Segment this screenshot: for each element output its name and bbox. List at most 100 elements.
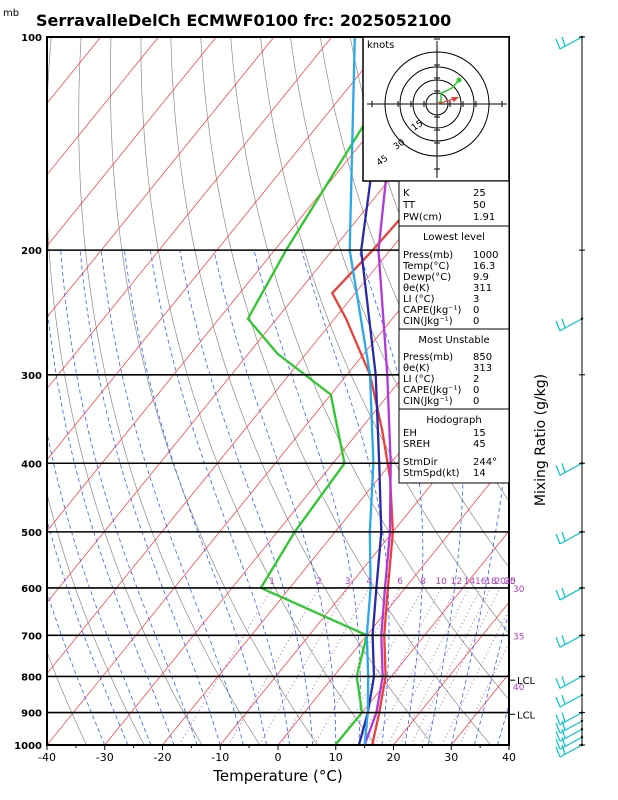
temperature-tick-label: -40 [38, 751, 56, 764]
wind-barb-flag [555, 678, 561, 689]
wind-barb-flag [561, 587, 566, 598]
index-tables: K 25 TT 50 PW(cm) 1.91 Lowest level Pres… [398, 180, 510, 484]
hodograph-rows: EH 15 SREH 45 StmDir 244° StmSpd(kt) 14 [403, 428, 497, 479]
pressure-tick-label: 300 [21, 371, 42, 382]
hodograph-table-title: Hodograph [426, 415, 481, 426]
wind-barb [559, 744, 583, 758]
wind-barb-flag [555, 533, 561, 545]
hodograph-trace [436, 79, 460, 105]
dry-adiabat [47, 37, 203, 745]
wind-barb [559, 634, 583, 648]
wind-barb [559, 728, 583, 742]
plot-area [0, 5, 509, 760]
temperature-tick-label: -30 [96, 751, 114, 764]
barb-dot [580, 728, 584, 731]
lcl-markers: LCL LCL [509, 676, 536, 721]
isotherm [0, 5, 11, 760]
table-row-label: CAPE(Jkg⁻¹) [403, 305, 461, 316]
moist-adiabat [213, 250, 337, 745]
table-row-label: LI (°C) [403, 294, 435, 305]
k-value: 25 [473, 188, 486, 199]
table-row-value: 0 [473, 396, 479, 407]
table-row-label: StmDir [403, 457, 438, 468]
table-row-value: 15 [473, 428, 486, 439]
isotherms [0, 5, 509, 760]
mixing-ratio-line [357, 587, 442, 745]
mixing-ratio-label: 12 [451, 577, 462, 587]
wind-barb [559, 36, 583, 50]
index-panel [398, 180, 510, 484]
table-row-label: StmSpd(kt) [403, 468, 460, 479]
pressure-tick-label: 200 [21, 246, 42, 257]
moist-adiabat [149, 250, 290, 745]
mixing-ratio-label: 2 [316, 577, 322, 587]
wind-barb [559, 720, 583, 734]
temperature-tick-labels: -40 -30 -20 -10 0 10 20 30 40 [38, 751, 516, 764]
wind-barb-flag [561, 729, 566, 739]
lcl-label: LCL [517, 710, 536, 721]
wind-barb [559, 712, 583, 726]
wind-barb [559, 462, 583, 476]
dry-adiabat [499, 37, 509, 66]
wind-barb-flag [561, 720, 566, 731]
table-row-label: θe(K) [403, 283, 430, 294]
table-row-value: 16.3 [473, 261, 495, 272]
wind-barb-flag [555, 589, 561, 601]
tt-value: 50 [473, 200, 486, 211]
wind-barb-flag [555, 465, 561, 476]
hodograph-top-marker [456, 77, 462, 83]
wind-barb-flag [561, 531, 566, 542]
moist-adiabats [47, 249, 509, 745]
moist-adiabat [450, 250, 509, 745]
table-row-value: 244° [473, 457, 497, 468]
table-row-value: 2 [473, 374, 479, 385]
wind-barb [559, 675, 583, 689]
wind-barb-flag [555, 320, 561, 331]
table-row-label: Dewp(°C) [403, 272, 451, 283]
table-row-value: 9.9 [473, 272, 489, 283]
wind-barb-flag [555, 38, 561, 50]
wind-barb-flag [561, 676, 566, 686]
moist-adiabat [301, 249, 390, 745]
table-row-label: LI (°C) [403, 374, 435, 385]
isotherm [47, 37, 390, 461]
wind-barb-flag [555, 714, 561, 725]
wind-barb-flag [561, 36, 566, 47]
mixing-ratio-line [338, 587, 424, 745]
mixing-ratio-line [258, 587, 349, 745]
wind-barb-flag [561, 318, 566, 328]
wind-barb [559, 587, 583, 601]
table-row-label: EH [403, 428, 417, 439]
barb-dot [580, 693, 584, 697]
profile-line [357, 37, 391, 745]
hodograph-inset: knots 15 30 45 [362, 36, 510, 182]
dry-adiabat [110, 37, 319, 745]
profile-line [246, 37, 420, 745]
table-row-value: 1000 [473, 250, 498, 261]
theta-e-label: 35 [513, 632, 524, 642]
mixing-ratio-label: 20 [494, 577, 506, 587]
pw-value: 1.91 [473, 212, 495, 223]
mixing-ratio-line [314, 587, 401, 745]
pressure-tick-label: 100 [21, 33, 42, 44]
table-row-label: CIN(Jkg⁻¹) [403, 316, 453, 327]
isotherm [335, 530, 509, 745]
mixing-ratio-label: 30 [504, 577, 516, 587]
mixing-ratio-label: 6 [397, 577, 403, 587]
mixing-ratio-label: 3 [345, 577, 351, 587]
wind-barb [559, 318, 583, 332]
x-axis-label: Temperature (°C) [212, 767, 342, 785]
most-unstable-rows: Press(mb) 850 θe(K) 313 LI (°C) 2 CAPE(Jkg⁻¹) 0… [403, 352, 492, 407]
table-row-label: SREH [403, 439, 430, 450]
wind-barb-flag [555, 696, 561, 708]
isotherm [47, 37, 217, 247]
dry-adiabat [0, 37, 35, 760]
mixing-ratio-label: 8 [420, 577, 426, 587]
hodograph-rings [367, 38, 507, 178]
wind-barb-flag [555, 738, 561, 750]
table-row-value: 14 [473, 468, 486, 479]
isotherm [219, 387, 509, 745]
temperature-tick-label: 40 [502, 751, 516, 764]
theta-e-labels: 30 35 40 [513, 585, 525, 693]
moist-adiabat [426, 249, 464, 745]
